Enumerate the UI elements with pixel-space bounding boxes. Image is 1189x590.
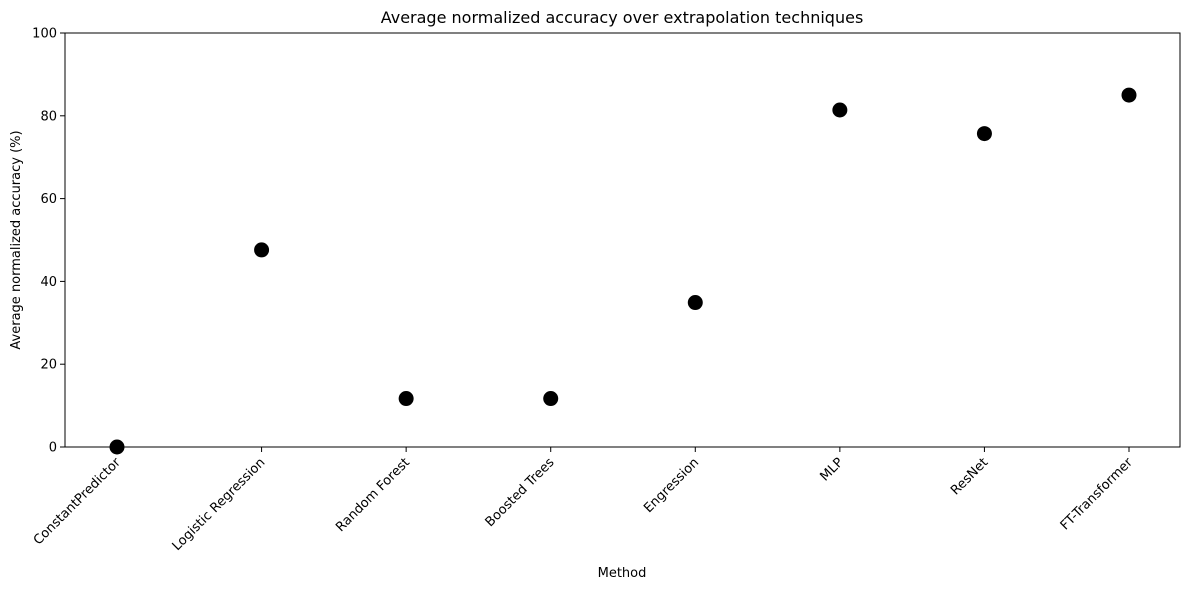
x-tick-label: FT-Transformer <box>1058 455 1137 534</box>
x-axis: ConstantPredictor Logistic Regression Rand… <box>31 447 1136 554</box>
data-point <box>254 242 270 258</box>
data-points <box>109 87 1137 455</box>
x-tick-label: ConstantPredictor <box>31 455 124 548</box>
y-axis-label: Average normalized accuracy (%) <box>9 130 24 349</box>
data-point <box>1121 87 1137 103</box>
data-point <box>687 295 703 311</box>
x-tick-label: ResNet <box>948 455 991 498</box>
x-tick-label: Logistic Regression <box>170 455 269 554</box>
x-tick-label: Random Forest <box>333 455 413 535</box>
x-tick-label: Boosted Trees <box>483 455 558 530</box>
plot-frame <box>64 32 1181 448</box>
y-tick-label: 100 <box>32 27 57 42</box>
y-tick-label: 60 <box>40 192 57 207</box>
y-tick-label: 0 <box>49 441 57 456</box>
y-tick-label: 40 <box>40 275 57 290</box>
data-point <box>543 391 559 407</box>
y-tick-label: 80 <box>40 109 57 124</box>
y-tick-label: 20 <box>40 358 57 373</box>
x-tick-label: MLP <box>817 455 846 484</box>
chart-title: Average normalized accuracy over extrapo… <box>381 8 864 27</box>
x-tick-label: Engression <box>641 455 702 516</box>
x-axis-label: Method <box>598 566 647 581</box>
data-point <box>832 102 848 118</box>
data-point <box>109 439 125 455</box>
y-axis: 0 20 40 60 80 100 <box>32 27 65 456</box>
data-point <box>398 391 414 407</box>
data-point <box>976 126 992 142</box>
